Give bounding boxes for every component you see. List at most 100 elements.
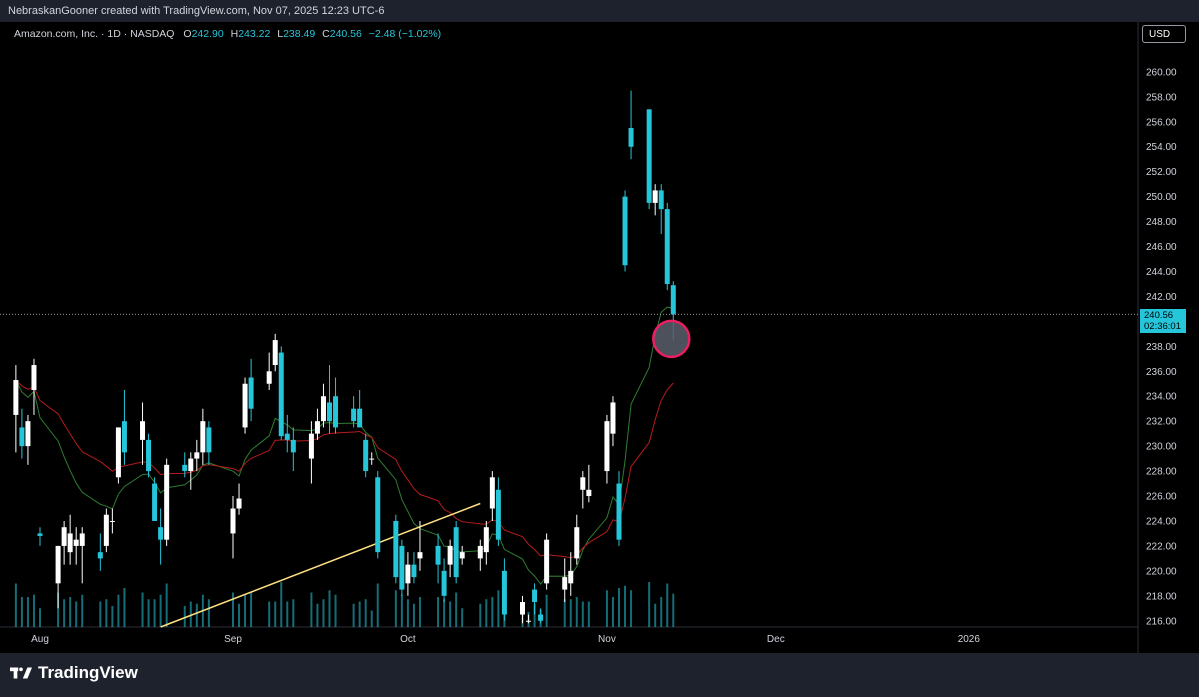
candle-body — [526, 620, 532, 622]
candle-body — [411, 564, 417, 578]
tradingview-logo-icon — [10, 667, 32, 679]
y-tick-label: 230.00 — [1146, 442, 1177, 453]
candle-body — [538, 614, 544, 621]
x-tick-label: Sep — [224, 634, 242, 645]
tradingview-logo[interactable]: TradingView — [10, 663, 138, 683]
y-tick-label: 232.00 — [1146, 417, 1177, 428]
volume-bar — [165, 583, 168, 627]
volume-bar — [111, 606, 114, 627]
candle-body — [67, 533, 73, 553]
x-tick-label: 2026 — [958, 634, 981, 645]
volume-bar — [605, 590, 608, 627]
y-tick-label: 246.00 — [1146, 242, 1177, 253]
volume-bar — [334, 594, 337, 627]
volume-bar — [316, 603, 319, 627]
volume-bar — [563, 599, 566, 627]
candle-body — [520, 602, 525, 615]
candle-body — [152, 483, 158, 521]
candle-body — [109, 520, 115, 522]
price-chart[interactable]: 216.00 218.00 220.00 222.00 224.00 226.00 228.… — [0, 22, 1199, 653]
volume-bar — [195, 603, 198, 627]
candle-body — [646, 109, 652, 203]
candle-body — [369, 458, 375, 460]
volume-bar — [443, 599, 446, 627]
volume-bar — [32, 594, 35, 627]
candle-body — [363, 439, 369, 472]
candle-body — [73, 539, 79, 546]
volume-bar — [485, 599, 488, 627]
close-label: C — [322, 28, 330, 40]
candle-body — [495, 489, 501, 540]
candle-body — [188, 458, 194, 472]
volume-bar — [20, 597, 23, 627]
y-tick-label: 242.00 — [1146, 292, 1177, 303]
candle-body — [628, 128, 634, 147]
candle-body — [278, 352, 284, 437]
volume-bar — [250, 592, 253, 627]
volume-bar — [654, 603, 657, 627]
x-tick-label: Aug — [31, 634, 49, 645]
y-tick-label: 248.00 — [1146, 217, 1177, 228]
volume-bar — [322, 599, 325, 627]
chart-frame[interactable]: 216.00 218.00 220.00 222.00 224.00 226.00 228.… — [0, 22, 1199, 653]
volume-bar — [153, 599, 156, 627]
change-value: −2.48 (−1.02%) — [368, 28, 442, 40]
volume-bar — [587, 601, 590, 627]
candle-body — [459, 552, 465, 559]
ohlc-legend: Amazon.com, Inc. · 1D · NASDAQ O242.90 H… — [14, 28, 441, 40]
volume-bar — [69, 597, 72, 627]
candle-body — [333, 396, 339, 428]
candle-body — [19, 427, 25, 447]
chart-credit-bar: NebraskanGooner created with TradingView… — [0, 0, 1199, 22]
close-value: 240.56 — [329, 28, 362, 40]
volume-bar — [618, 588, 620, 627]
volume-bar — [189, 601, 192, 627]
candle-body — [200, 421, 206, 453]
candle-body — [272, 340, 278, 366]
y-tick-label: 224.00 — [1146, 516, 1177, 527]
candle-body — [489, 477, 495, 509]
low-value: 238.49 — [283, 28, 316, 40]
y-tick-label: 260.00 — [1146, 67, 1177, 78]
volume-bar — [449, 601, 452, 627]
volume-bar — [545, 594, 548, 627]
footer-bar: TradingView — [0, 653, 1199, 697]
y-tick-label: 238.00 — [1146, 342, 1177, 353]
volume-bar — [364, 599, 367, 627]
y-tick-label: 256.00 — [1146, 117, 1177, 128]
currency-button[interactable]: USD — [1142, 25, 1186, 43]
candle-body — [206, 427, 212, 453]
volume-bar — [672, 593, 675, 627]
volume-bar — [569, 599, 572, 627]
candle-body — [121, 421, 127, 453]
volume-bar — [624, 585, 627, 627]
volume-bar — [491, 597, 494, 627]
candle-body — [320, 396, 326, 422]
volume-bar — [630, 590, 633, 627]
volume-bar — [274, 601, 277, 627]
candle-body — [574, 527, 580, 559]
candle-body — [115, 427, 121, 478]
volume-bar — [81, 594, 84, 627]
y-tick-label: 228.00 — [1146, 467, 1177, 478]
volume-bar — [26, 597, 29, 627]
trendline — [160, 502, 481, 628]
candle-body — [290, 439, 296, 453]
volume-bar — [352, 603, 355, 627]
chart-credit: NebraskanGooner created with TradingView… — [8, 5, 385, 17]
candle-body — [580, 477, 586, 490]
volume-bar — [479, 603, 482, 627]
candle-body — [483, 527, 489, 553]
x-tick-label: Dec — [767, 634, 785, 645]
last-price: 240.56 — [1144, 310, 1174, 321]
candle-body — [146, 439, 152, 472]
symbol-info: Amazon.com, Inc. · 1D · NASDAQ — [14, 28, 175, 40]
y-tick-label: 258.00 — [1146, 92, 1177, 103]
y-tick-label: 254.00 — [1146, 142, 1177, 153]
candle-body — [453, 527, 459, 578]
candle-body — [604, 421, 610, 472]
y-tick-label: 236.00 — [1146, 367, 1177, 378]
open-value: 242.90 — [191, 28, 224, 40]
candle-body — [248, 377, 254, 409]
volume-bar — [238, 603, 241, 627]
